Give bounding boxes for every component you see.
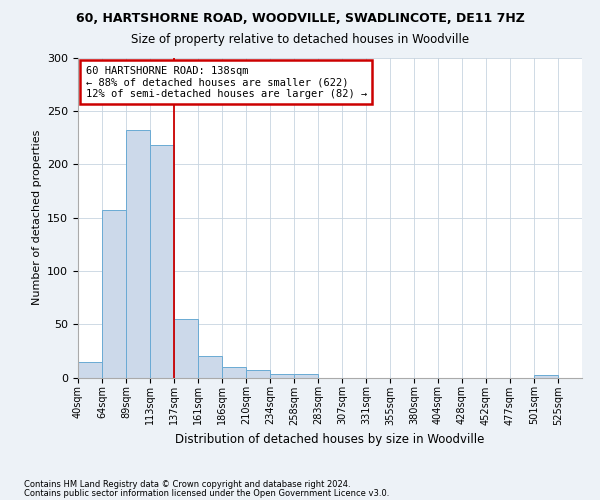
- Y-axis label: Number of detached properties: Number of detached properties: [32, 130, 41, 305]
- Bar: [174, 319, 198, 378]
- Text: 60 HARTSHORNE ROAD: 138sqm
← 88% of detached houses are smaller (622)
12% of sem: 60 HARTSHORNE ROAD: 138sqm ← 88% of deta…: [86, 66, 367, 98]
- Text: Size of property relative to detached houses in Woodville: Size of property relative to detached ho…: [131, 32, 469, 46]
- Bar: [222, 367, 246, 378]
- Text: Contains public sector information licensed under the Open Government Licence v3: Contains public sector information licen…: [24, 489, 389, 498]
- Bar: [294, 374, 318, 378]
- Bar: [198, 356, 222, 378]
- Text: Contains HM Land Registry data © Crown copyright and database right 2024.: Contains HM Land Registry data © Crown c…: [24, 480, 350, 489]
- Bar: [78, 362, 102, 378]
- Bar: [102, 210, 126, 378]
- Text: 60, HARTSHORNE ROAD, WOODVILLE, SWADLINCOTE, DE11 7HZ: 60, HARTSHORNE ROAD, WOODVILLE, SWADLINC…: [76, 12, 524, 26]
- Bar: [270, 374, 294, 378]
- Bar: [246, 370, 270, 378]
- X-axis label: Distribution of detached houses by size in Woodville: Distribution of detached houses by size …: [175, 433, 485, 446]
- Bar: [126, 130, 150, 378]
- Bar: [534, 376, 558, 378]
- Bar: [150, 145, 174, 378]
